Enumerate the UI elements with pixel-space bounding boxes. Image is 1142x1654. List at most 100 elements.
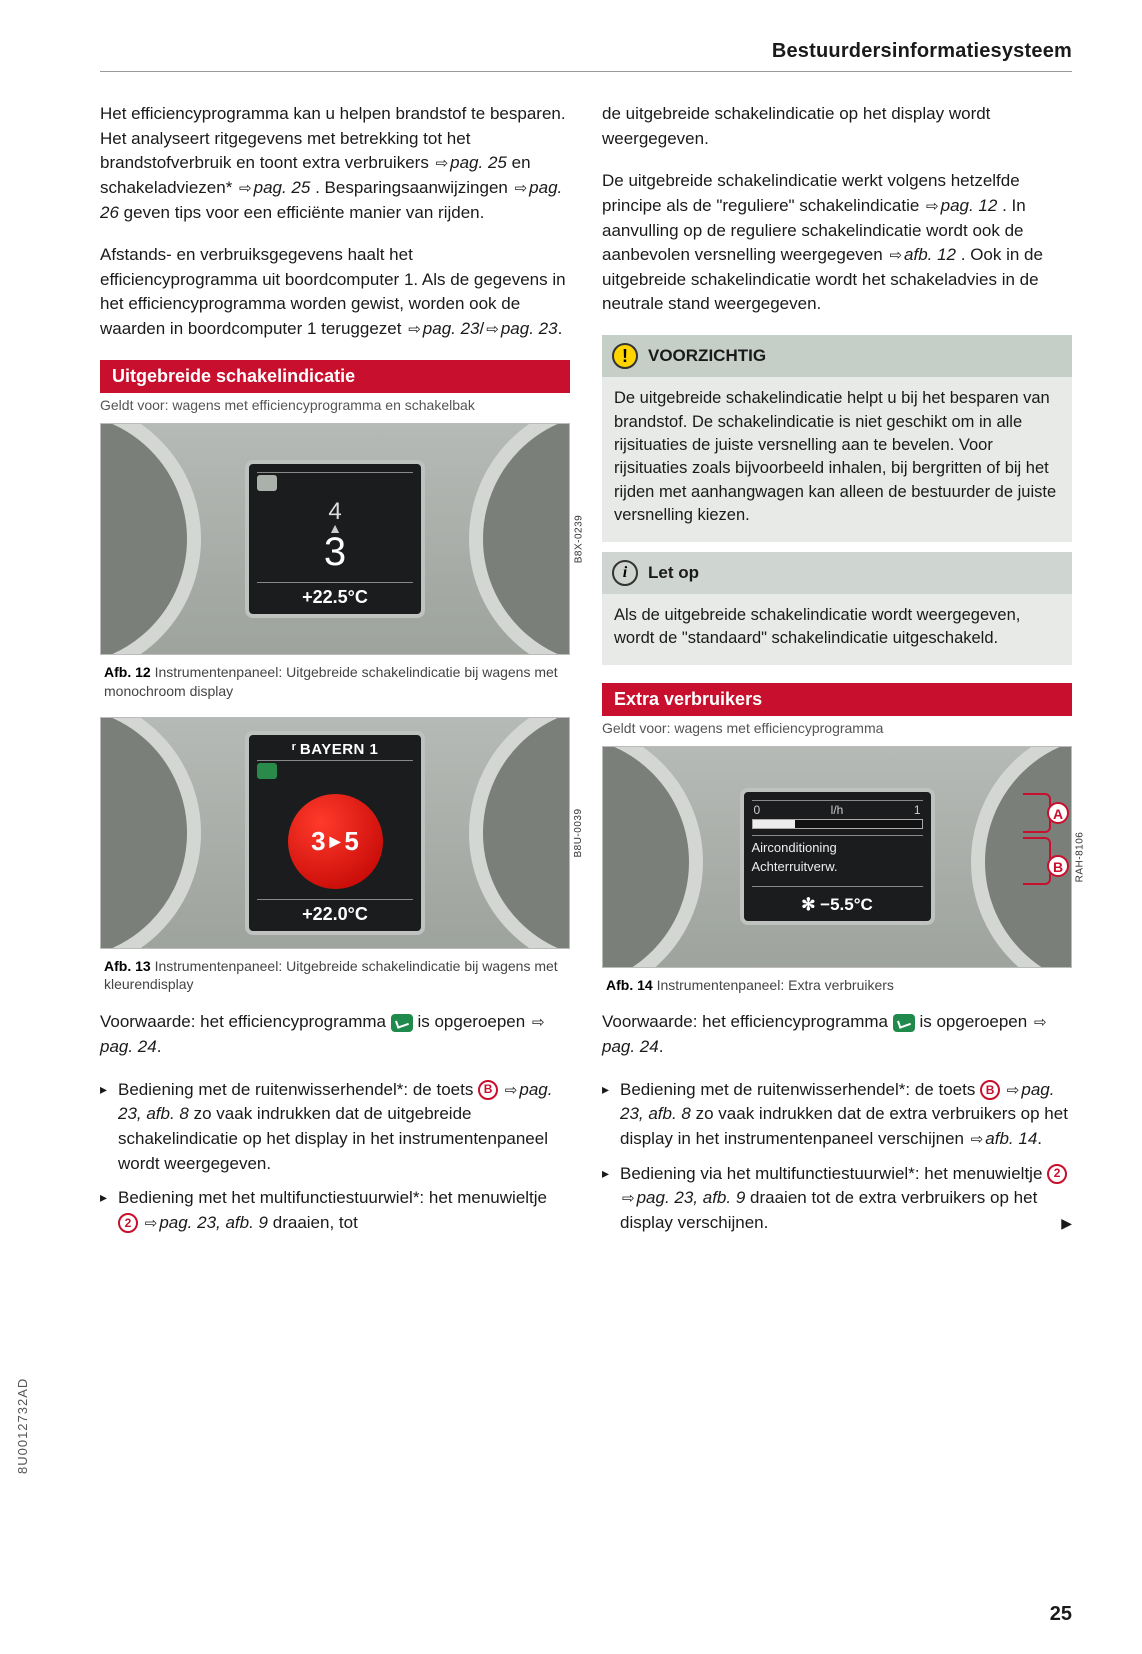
ref-arrow-icon: ⇨ [532, 1012, 545, 1034]
text: . [1037, 1129, 1042, 1148]
temperature: +22.0°C [257, 899, 413, 925]
ref-arrow-icon: ⇨ [408, 319, 421, 341]
list-item: Bediening via het multifunctiestuurwiel*… [602, 1162, 1072, 1236]
eco-icon [257, 475, 277, 491]
figure-13-caption: Afb. 13 Instrumentenpaneel: Uitgebreide … [100, 949, 570, 1011]
text: geven tips voor een efficiënte manier va… [124, 203, 485, 222]
display-screen: 0 l/h 1 Airconditioning Achterruitverw. … [740, 788, 935, 925]
figure-code: B8U-0039 [573, 804, 584, 861]
gauge-ring-icon [603, 747, 703, 967]
eco-badge-icon [391, 1014, 413, 1032]
list-item: Bediening met de ruitenwisserhendel*: de… [100, 1078, 570, 1177]
ref-arrow-icon: ⇨ [926, 196, 939, 218]
caption-text: Instrumentenpaneel: Extra verbruikers [653, 977, 894, 993]
callout-letter-b: B [1047, 855, 1069, 877]
left-condition: Voorwaarde: het efficiencyprogramma is o… [100, 1010, 570, 1059]
left-bullets: Bediening met de ruitenwisserhendel*: de… [100, 1078, 570, 1236]
caption-label: Afb. 12 [104, 664, 151, 680]
page-ref: pag. 23 [423, 319, 480, 338]
right-condition: Voorwaarde: het efficiencyprogramma is o… [602, 1010, 1072, 1059]
eco-icon [257, 763, 277, 779]
callout-bracket-b [1023, 837, 1051, 885]
ref-arrow-icon: ⇨ [515, 178, 528, 200]
text: Bediening met de ruitenwisserhendel*: de… [620, 1080, 980, 1099]
figure-14-caption: Afb. 14 Instrumentenpaneel: Extra verbru… [602, 968, 1072, 1011]
scale-unit: l/h [831, 803, 844, 817]
text: draaien, tot [273, 1213, 358, 1232]
arrow-right-icon: ▶ [330, 833, 341, 850]
gear-from: 3 [311, 826, 325, 857]
figure-13: B8U-0039 r BAYERN 1 3 ▶ 5 +22.0°C [100, 717, 570, 949]
page-ref: pag. 24 [100, 1037, 157, 1056]
consumer-2: Achterruitverw. [752, 857, 923, 876]
shift-circle: 3 ▶ 5 [288, 794, 383, 889]
text: Voorwaarde: het efficiencyprogramma [100, 1012, 391, 1031]
doc-code: 8U0012732AD [15, 1378, 30, 1474]
radio-station: BAYERN 1 [300, 741, 378, 758]
text: . [157, 1037, 162, 1056]
caption-text: Instrumentenpaneel: Uitgebreide schakeli… [104, 958, 558, 993]
section-heading-schakelindicatie: Uitgebreide schakelindicatie [100, 360, 570, 393]
callout-letter-b: B [980, 1080, 1000, 1100]
text: is opgeroepen [417, 1012, 529, 1031]
ref-arrow-icon: ⇨ [486, 319, 499, 341]
display-screen: 4 ▲ 3 +22.5°C [245, 460, 425, 618]
ref-arrow-icon: ⇨ [505, 1080, 518, 1102]
gauge-ring-icon [469, 718, 569, 948]
page-ref: pag. 23 [501, 319, 558, 338]
ref-arrow-icon: ⇨ [1007, 1080, 1020, 1102]
caution-body: De uitgebreide schakelindicatie helpt u … [602, 377, 1072, 542]
callout-number-2: 2 [1047, 1164, 1067, 1184]
left-column: Het efficiencyprogramma kan u helpen bra… [100, 102, 570, 1246]
text: Bediening met het multifunctiestuurwiel*… [118, 1188, 547, 1207]
left-para-1: Het efficiencyprogramma kan u helpen bra… [100, 102, 570, 225]
eco-badge-icon [893, 1014, 915, 1032]
text: . [558, 319, 563, 338]
note-body: Als de uitgebreide schakelindicatie word… [602, 594, 1072, 665]
callout-number-2: 2 [118, 1213, 138, 1233]
ref-arrow-icon: ⇨ [436, 153, 449, 175]
figure-code: RAH-8106 [1075, 827, 1086, 886]
caution-title: VOORZICHTIG [648, 346, 766, 366]
figure-12: B8X-0239 4 ▲ 3 +22.5°C [100, 423, 570, 655]
page-ref: pag. 12 [941, 196, 998, 215]
left-para-2: Afstands- en verbruiksgegevens haalt het… [100, 243, 570, 342]
caption-label: Afb. 13 [104, 958, 151, 974]
callout-letter-a: A [1047, 802, 1069, 824]
note-title: Let op [648, 563, 699, 583]
continued-icon: ▶ [1061, 1213, 1072, 1233]
caption-label: Afb. 14 [606, 977, 653, 993]
figure-code: B8X-0239 [573, 511, 584, 567]
scale-max: 1 [914, 803, 921, 817]
text: Voorwaarde: het efficiencyprogramma [602, 1012, 893, 1031]
page-ref: pag. 23, afb. 9 [637, 1188, 746, 1207]
text: . Besparingsaanwijzingen [315, 178, 513, 197]
info-icon: i [612, 560, 638, 586]
figure-12-caption: Afb. 12 Instrumentenpaneel: Uitgebreide … [100, 655, 570, 717]
list-item: Bediening met de ruitenwisserhendel*: de… [602, 1078, 1072, 1152]
text: Bediening via het multifunctiestuurwiel*… [620, 1164, 1047, 1183]
text: / [480, 319, 485, 338]
callout-letter-b: B [478, 1080, 498, 1100]
ref-arrow-icon: ⇨ [1034, 1012, 1047, 1034]
consumption-scale: 0 l/h 1 [752, 803, 923, 817]
display-screen: r BAYERN 1 3 ▶ 5 +22.0°C [245, 731, 425, 935]
section-subtitle: Geldt voor: wagens met efficiencyprogram… [100, 393, 570, 423]
page-ref: afb. 12 [904, 245, 956, 264]
ref-arrow-icon: ⇨ [971, 1129, 984, 1151]
warning-icon: ! [612, 343, 638, 369]
page-ref: pag. 24 [602, 1037, 659, 1056]
page-ref: pag. 25 [254, 178, 311, 197]
page-header: Bestuurdersinformatiesysteem [100, 40, 1072, 72]
gauge-ring-icon [101, 424, 201, 654]
caption-text: Instrumentenpaneel: Uitgebreide schakeli… [104, 664, 558, 699]
ref-arrow-icon: ⇨ [889, 245, 902, 267]
right-column: de uitgebreide schakelindicatie op het d… [602, 102, 1072, 1246]
ref-arrow-icon: ⇨ [145, 1213, 158, 1235]
gauge-ring-icon [469, 424, 569, 654]
gear-current: 3 [257, 532, 413, 572]
text: Bediening met de ruitenwisserhendel*: de… [118, 1080, 478, 1099]
text: is opgeroepen [919, 1012, 1031, 1031]
right-bullets: Bediening met de ruitenwisserhendel*: de… [602, 1078, 1072, 1236]
right-para-2: De uitgebreide schakelindicatie werkt vo… [602, 169, 1072, 317]
